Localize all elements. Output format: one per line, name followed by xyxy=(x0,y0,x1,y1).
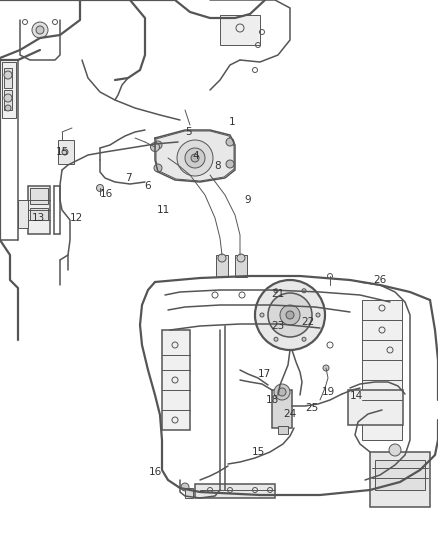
Bar xyxy=(4,68,12,88)
Text: 22: 22 xyxy=(301,317,314,327)
Circle shape xyxy=(36,26,44,34)
Text: 8: 8 xyxy=(215,161,221,171)
Text: 17: 17 xyxy=(258,369,271,379)
Text: 14: 14 xyxy=(350,391,363,401)
Circle shape xyxy=(4,71,12,79)
Text: 6: 6 xyxy=(145,181,151,191)
Text: 18: 18 xyxy=(265,395,279,405)
Bar xyxy=(348,390,403,425)
Circle shape xyxy=(185,148,205,168)
Circle shape xyxy=(151,142,159,151)
Circle shape xyxy=(5,105,11,111)
Text: 19: 19 xyxy=(321,387,335,397)
Text: 5: 5 xyxy=(185,127,191,137)
Circle shape xyxy=(191,154,199,162)
Circle shape xyxy=(286,311,294,319)
Circle shape xyxy=(154,164,162,172)
Text: 16: 16 xyxy=(148,467,162,477)
Bar xyxy=(375,460,425,490)
Text: 13: 13 xyxy=(32,213,45,223)
Circle shape xyxy=(274,337,278,341)
Bar xyxy=(195,484,275,498)
Circle shape xyxy=(389,444,401,456)
Bar xyxy=(30,188,48,204)
Text: 21: 21 xyxy=(272,289,285,299)
Circle shape xyxy=(181,483,189,491)
Bar xyxy=(28,186,50,234)
Bar xyxy=(220,15,260,45)
Text: 16: 16 xyxy=(99,189,113,199)
Circle shape xyxy=(280,305,300,325)
Text: 1: 1 xyxy=(229,117,235,127)
Circle shape xyxy=(96,184,103,191)
Circle shape xyxy=(302,337,306,341)
Circle shape xyxy=(302,289,306,293)
Text: 7: 7 xyxy=(125,173,131,183)
Circle shape xyxy=(226,160,234,168)
Bar xyxy=(185,488,193,498)
Text: 23: 23 xyxy=(272,321,285,331)
Text: 11: 11 xyxy=(156,205,170,215)
Circle shape xyxy=(268,293,312,337)
Circle shape xyxy=(274,289,278,293)
Text: 24: 24 xyxy=(283,409,297,419)
Circle shape xyxy=(62,149,68,155)
Circle shape xyxy=(260,313,264,317)
Bar xyxy=(278,426,288,434)
Text: 26: 26 xyxy=(373,275,387,285)
Text: 15: 15 xyxy=(251,447,265,457)
Bar xyxy=(235,255,247,277)
Circle shape xyxy=(218,254,226,262)
Circle shape xyxy=(274,384,290,400)
Circle shape xyxy=(154,141,162,149)
Circle shape xyxy=(177,140,213,176)
Bar xyxy=(58,140,74,164)
Text: 12: 12 xyxy=(69,213,83,223)
Circle shape xyxy=(237,254,245,262)
Polygon shape xyxy=(156,131,234,181)
Bar xyxy=(272,390,292,428)
Text: 15: 15 xyxy=(55,147,69,157)
Circle shape xyxy=(4,94,12,102)
Bar xyxy=(370,452,430,507)
Circle shape xyxy=(278,388,286,396)
Bar xyxy=(216,255,228,277)
Text: 4: 4 xyxy=(193,151,199,161)
Circle shape xyxy=(316,313,320,317)
Text: 25: 25 xyxy=(305,403,318,413)
Bar xyxy=(162,330,190,430)
Circle shape xyxy=(323,365,329,371)
Circle shape xyxy=(226,138,234,146)
Text: 9: 9 xyxy=(245,195,251,205)
Bar xyxy=(30,208,48,220)
Bar xyxy=(2,62,16,118)
Bar xyxy=(362,300,402,440)
Circle shape xyxy=(255,280,325,350)
Bar xyxy=(4,90,12,110)
Circle shape xyxy=(32,22,48,38)
Bar xyxy=(18,200,28,228)
